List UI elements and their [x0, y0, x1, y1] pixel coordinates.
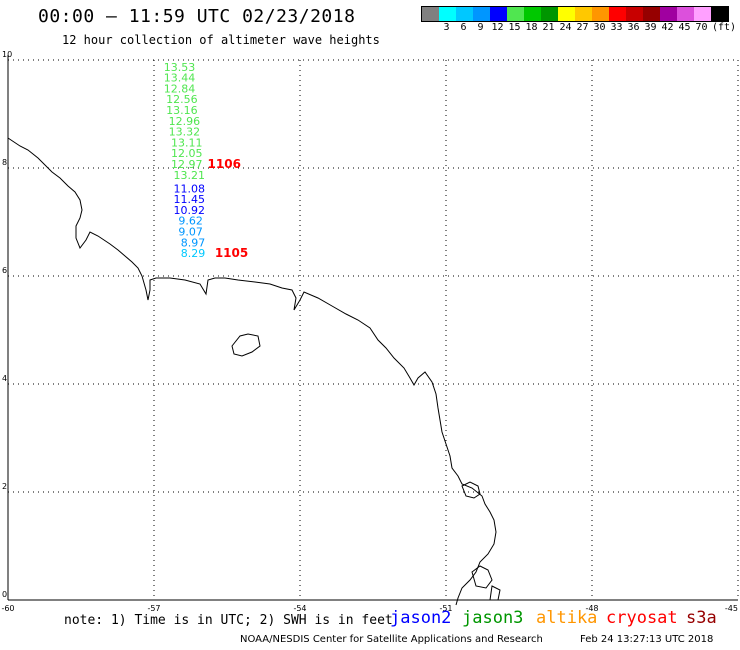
legend-swatch: [677, 7, 694, 21]
pass-time-label: 1106: [208, 157, 241, 171]
y-tick-label: 0: [2, 590, 7, 599]
legend-swatch: [609, 7, 626, 21]
x-tick-label: -45: [725, 604, 738, 613]
legend-swatch: [660, 7, 677, 21]
wave-height-value: 8.29: [181, 247, 206, 260]
legend-tick-label: 39: [644, 22, 657, 33]
wave-height-value: 9.62: [178, 215, 203, 228]
legend-tick-label: 15: [508, 22, 521, 33]
legend-swatch: [541, 7, 558, 21]
satellite-altika: altika: [536, 608, 598, 628]
legend-tick-label: 21: [542, 22, 555, 33]
map-subtitle: 12 hour collection of altimeter wave hei…: [62, 33, 380, 47]
legend-tick-label: 6: [460, 22, 467, 33]
wave-height-value: 12.56: [166, 93, 198, 106]
pass-time-label: 1105: [215, 246, 248, 260]
color-legend-labels: 3 6 9 12 15 18 21 24 27 30 33 36 39 42 45 70: [421, 22, 727, 33]
satellite-jason2: jason2: [390, 608, 452, 628]
x-tick-label: -57: [147, 604, 160, 613]
y-tick-label: 6: [2, 266, 7, 275]
wave-height-value: 11.08: [173, 182, 205, 195]
x-tick-label: -60: [1, 604, 14, 613]
legend-swatch: [694, 7, 711, 21]
wave-height-value: 9.07: [178, 226, 203, 239]
satellite-jason3: jason3: [462, 608, 524, 628]
satellite-cryosat: cryosat: [606, 608, 678, 628]
legend-swatch: [711, 7, 728, 21]
generated-time: Feb 24 13:27:13 UTC 2018: [580, 634, 714, 645]
legend-unit: (ft): [712, 22, 737, 33]
legend-tick-label: 33: [610, 22, 623, 33]
wave-height-value: 13.53: [164, 61, 196, 74]
coastline: [7, 137, 501, 606]
wave-height-value: 12.97: [171, 158, 203, 171]
wave-height-value: 13.16: [166, 104, 198, 117]
observations: 13.5313.4412.8412.5613.1612.9613.3213.11…: [164, 61, 206, 260]
legend-swatch: [575, 7, 592, 21]
legend-swatch: [456, 7, 473, 21]
legend-tick-label: 45: [678, 22, 691, 33]
legend-tick-label: 70: [695, 22, 708, 33]
legend-swatch: [592, 7, 609, 21]
legend-tick-label: 42: [661, 22, 674, 33]
y-tick-label: 8: [2, 158, 7, 167]
wave-height-value: 12.96: [169, 115, 201, 128]
wave-height-value: 12.05: [171, 147, 203, 160]
wave-height-value: 13.32: [169, 126, 201, 139]
coastline-path: [7, 137, 497, 606]
legend-swatch: [507, 7, 524, 21]
lat-lon-grid: [7, 55, 739, 601]
y-tick-label: 10: [2, 50, 12, 59]
wave-height-value: 10.92: [173, 204, 205, 217]
coastline-island-c: [471, 565, 493, 589]
y-tick-label: 2: [2, 482, 7, 491]
footnote: note: 1) Time is in UTC; 2) SWH is in fe…: [64, 613, 393, 628]
legend-swatch: [422, 7, 439, 21]
legend-swatch: [626, 7, 643, 21]
credit-line: NOAA/NESDIS Center for Satellite Applica…: [240, 634, 543, 645]
y-tick-label: 4: [2, 374, 7, 383]
wave-height-value: 13.21: [173, 169, 205, 182]
x-tick-label: -54: [293, 604, 306, 613]
coastline-island-d: [489, 585, 501, 601]
wave-height-value: 13.11: [171, 136, 203, 149]
legend-swatch: [643, 7, 660, 21]
legend-tick-label: 36: [627, 22, 640, 33]
legend-swatch: [473, 7, 490, 21]
wave-height-value: 13.44: [164, 72, 196, 85]
coastline-island-b: [461, 481, 481, 499]
color-legend: [421, 6, 729, 22]
legend-swatch: [490, 7, 507, 21]
legend-tick-label: 27: [576, 22, 589, 33]
wave-height-value: 8.97: [181, 236, 206, 249]
legend-tick-label: 18: [525, 22, 538, 33]
x-tick-label: -51: [439, 604, 452, 613]
satellite-s3a: s3a: [686, 608, 717, 628]
legend-swatch: [439, 7, 456, 21]
wave-height-value: 12.84: [164, 82, 196, 95]
legend-tick-label: 9: [477, 22, 484, 33]
map-title: 00:00 – 11:59 UTC 02/23/2018: [38, 6, 356, 27]
legend-tick-label: 3: [443, 22, 450, 33]
legend-swatch: [524, 7, 541, 21]
legend-swatch: [558, 7, 575, 21]
x-tick-label: -48: [585, 604, 598, 613]
legend-tick-label: 24: [559, 22, 572, 33]
legend-tick-label: 30: [593, 22, 606, 33]
wave-height-value: 11.45: [173, 193, 205, 206]
legend-tick-label: 12: [491, 22, 504, 33]
coastline-island-a: [231, 333, 261, 357]
time-labels: 1106 1105: [208, 157, 249, 260]
axis-tick-labels: -60 -57 -54 -51 -48 -45 0 2 4 6 8 10: [1, 50, 738, 613]
